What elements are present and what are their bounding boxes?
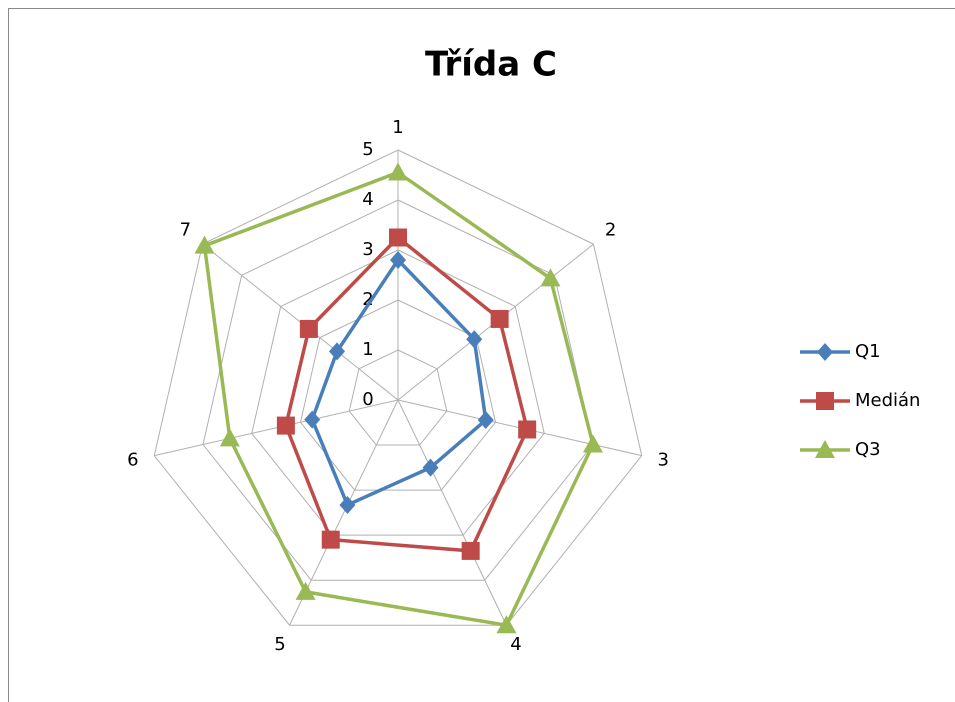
spoke [397, 399, 507, 626]
data-point [518, 420, 537, 439]
legend-marker [815, 440, 835, 458]
legend-marker [817, 343, 833, 361]
data-point [389, 228, 407, 247]
category-label: 3 [657, 450, 668, 471]
data-point [339, 495, 356, 514]
data-point [295, 581, 316, 600]
category-label: 6 [127, 450, 138, 471]
data-point [304, 410, 321, 429]
r-tick-label: 5 [362, 139, 373, 160]
data-point [299, 319, 318, 338]
grid-ring [202, 199, 594, 581]
data-point [321, 530, 340, 549]
data-point [329, 342, 346, 361]
grid-ring [251, 249, 545, 536]
data-point [390, 251, 406, 269]
data-point [540, 268, 561, 287]
r-tick-label: 1 [362, 339, 373, 360]
data-point [582, 434, 603, 453]
r-tick-label: 0 [362, 389, 373, 410]
data-point [466, 330, 483, 349]
legend-label: Medián [855, 390, 920, 411]
legend-label: Q3 [855, 439, 881, 460]
series-line [284, 235, 530, 553]
data-point [388, 162, 408, 181]
grid-ring [299, 299, 497, 491]
data-point [422, 458, 439, 477]
category-label: 4 [510, 634, 521, 655]
r-tick-label: 3 [362, 239, 373, 260]
category-label: 1 [392, 117, 403, 138]
data-point [496, 615, 517, 634]
series-line [202, 170, 595, 628]
data-point [276, 416, 295, 435]
legend-label: Q1 [855, 341, 881, 362]
data-point [194, 235, 215, 254]
chart-title: Třída C [425, 45, 557, 85]
r-tick-label: 4 [362, 189, 373, 210]
series-line [310, 257, 488, 508]
chart-frame [8, 8, 955, 702]
category-label: 2 [605, 219, 616, 240]
grid-ring [348, 349, 448, 446]
spoke [154, 399, 399, 457]
data-point [477, 411, 494, 430]
grid-ring [153, 149, 643, 626]
category-label: 5 [274, 634, 285, 655]
category-label: 7 [180, 219, 191, 240]
data-point [461, 541, 480, 560]
r-tick-label: 2 [362, 289, 373, 310]
legend-marker [816, 392, 834, 410]
data-point [219, 428, 240, 447]
data-point [490, 309, 509, 328]
